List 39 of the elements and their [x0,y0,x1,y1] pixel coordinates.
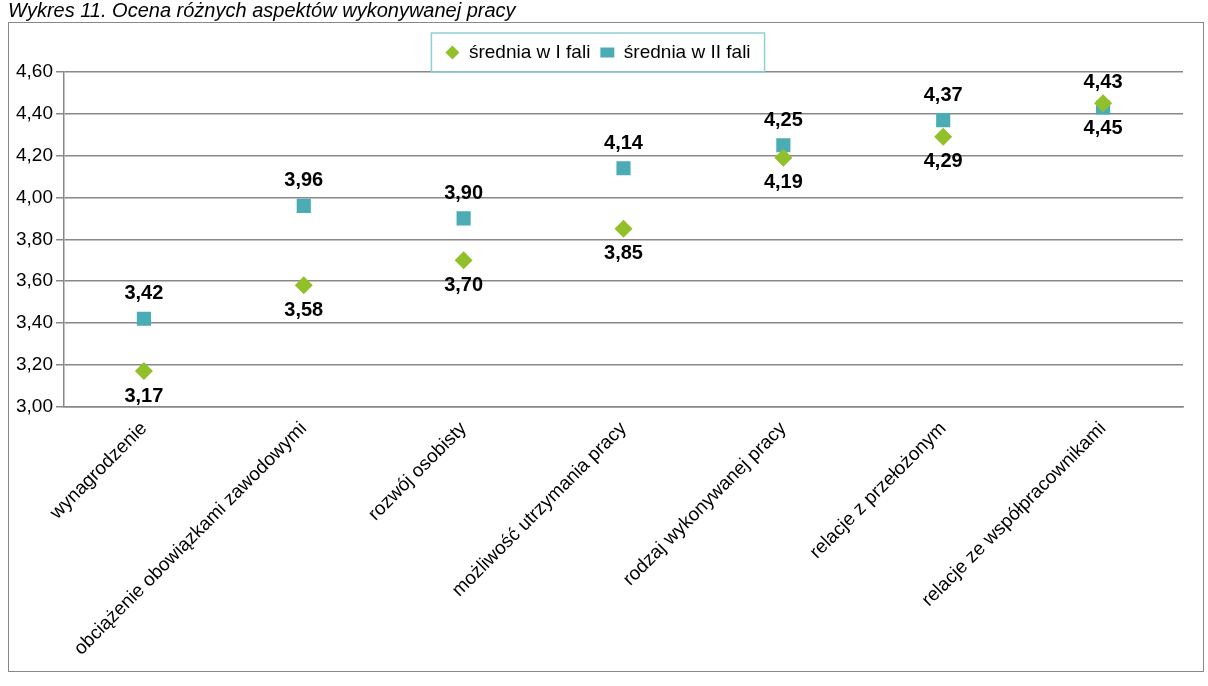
point [136,311,151,326]
data-label: 3,42 [124,281,164,304]
data-label: 4,19 [763,170,803,193]
point [294,276,313,295]
y-tick-label: 3,80 [16,227,53,249]
point [1094,94,1113,113]
data-label: 3,17 [124,383,164,406]
legend-label: średnia w II fali [623,40,751,62]
y-tick-label: 4,00 [16,185,53,207]
point [936,113,951,128]
point [776,138,791,153]
y-tick-label: 4,60 [16,60,53,82]
data-label: 4,29 [923,149,963,172]
y-tick-label: 4,20 [16,143,53,165]
data-label: 4,43 [1083,70,1123,93]
data-label: 3,58 [284,297,324,320]
y-tick-label: 3,40 [16,311,53,333]
legend-label: średnia w I fali [468,40,591,62]
point [614,219,633,238]
data-label: 4,45 [1083,115,1123,138]
point [456,211,471,226]
data-label: 4,37 [923,82,963,105]
point [774,148,793,167]
chart-title: Wykres 11. Ocena różnych aspektów wykonywanej pracy [8,0,518,22]
data-label: 4,14 [604,130,644,153]
data-label: 3,70 [444,272,484,295]
point [934,127,953,146]
point [134,362,153,381]
data-label: 4,25 [763,107,803,130]
data-label: 3,96 [284,168,324,191]
y-tick-label: 3,20 [16,353,53,375]
data-label: 3,85 [604,241,643,264]
data-label: 3,90 [444,180,484,203]
point [454,251,473,270]
y-tick-label: 3,60 [16,269,53,291]
point [616,161,631,176]
y-tick-label: 3,00 [16,394,53,416]
point [296,198,311,213]
y-tick-label: 4,40 [16,102,53,124]
